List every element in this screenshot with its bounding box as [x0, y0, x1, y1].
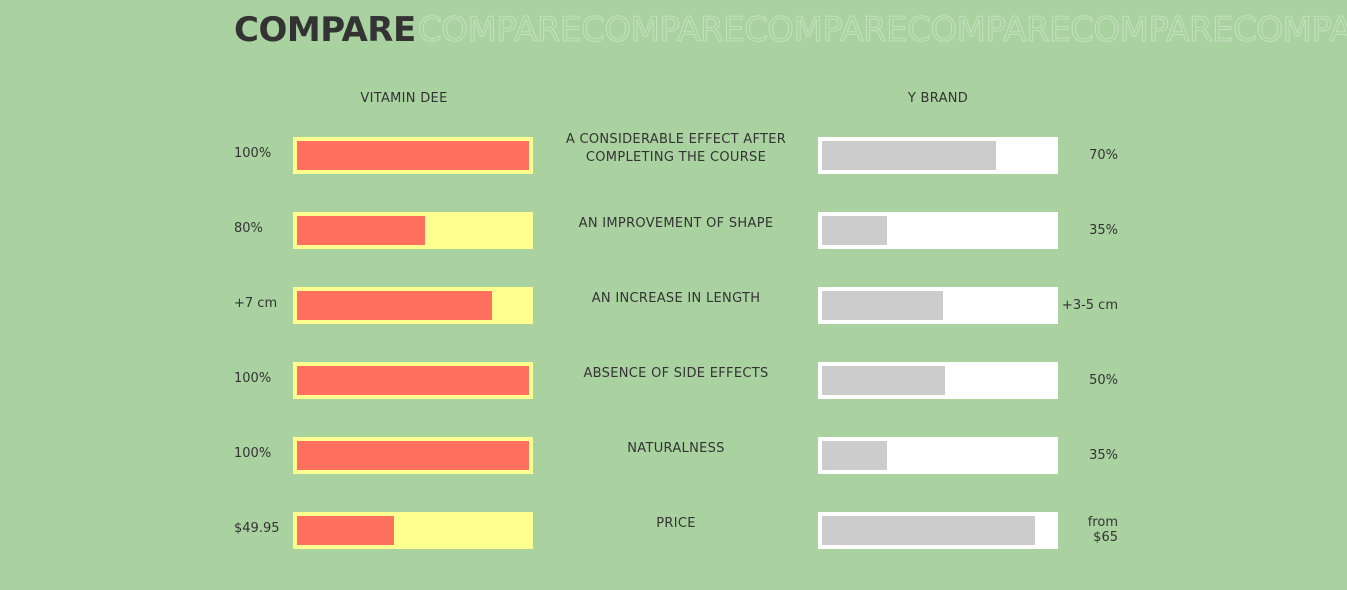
left-fill — [297, 141, 529, 170]
left-value: +7 cm — [234, 296, 278, 311]
criterion: AN IMPROVEMENT OF SHAPE — [578, 216, 774, 231]
left-value: 100% — [234, 446, 272, 461]
left-value: $49.95 — [234, 521, 280, 536]
right-fill — [822, 291, 943, 320]
watermark-word: COMPARE — [417, 10, 582, 51]
left-bar — [293, 437, 533, 474]
left-fill — [297, 291, 492, 320]
right-value: 35% — [1089, 222, 1118, 238]
right-value: from $65 — [1087, 515, 1118, 545]
left-fill — [297, 516, 395, 545]
left-fill — [297, 441, 529, 470]
title: COMPARE — [234, 10, 416, 50]
left-fill — [297, 216, 425, 245]
left-bar — [293, 287, 533, 324]
left-bar — [293, 212, 533, 249]
watermark-word: COMPARE — [907, 10, 1072, 51]
column-header: Y BRAND — [907, 91, 969, 106]
left-value: 100% — [234, 146, 272, 161]
criterion: AN INCREASE IN LENGTH — [591, 291, 761, 306]
right-fill — [822, 141, 996, 170]
right-value: 70% — [1089, 147, 1118, 163]
watermark-word: COMPARE — [744, 10, 909, 51]
left-bar — [293, 362, 533, 399]
criterion: PRICE — [656, 516, 696, 531]
left-bar — [293, 512, 533, 549]
column-header: VITAMIN DEE — [360, 91, 448, 106]
right-fill — [822, 516, 1036, 545]
right-value: 50% — [1089, 372, 1118, 388]
right-bar — [818, 212, 1058, 249]
left-value: 80% — [234, 221, 263, 236]
right-bar — [818, 512, 1058, 549]
right-fill — [822, 366, 945, 395]
watermark-word: COMPARE — [1233, 10, 1347, 51]
criterion: A CONSIDERABLE EFFECT AFTER COMPLETING T… — [565, 132, 787, 165]
right-bar — [818, 287, 1058, 324]
left-value: 100% — [234, 371, 272, 386]
criterion: NATURALNESS — [627, 441, 725, 456]
left-bar — [293, 137, 533, 174]
right-fill — [822, 441, 887, 470]
watermark: COMPARECOMPARECOMPARECOMPARECOMPARECOMPA… — [417, 10, 1347, 51]
right-bar — [818, 437, 1058, 474]
right-value: 35% — [1089, 447, 1118, 463]
right-fill — [822, 216, 887, 245]
criterion: ABSENCE OF SIDE EFFECTS — [583, 366, 769, 381]
watermark-word: COMPARE — [1070, 10, 1235, 51]
right-bar — [818, 137, 1058, 174]
watermark-word: COMPARE — [581, 10, 746, 51]
left-fill — [297, 366, 529, 395]
right-value: +3-5 cm — [1061, 297, 1118, 313]
right-bar — [818, 362, 1058, 399]
